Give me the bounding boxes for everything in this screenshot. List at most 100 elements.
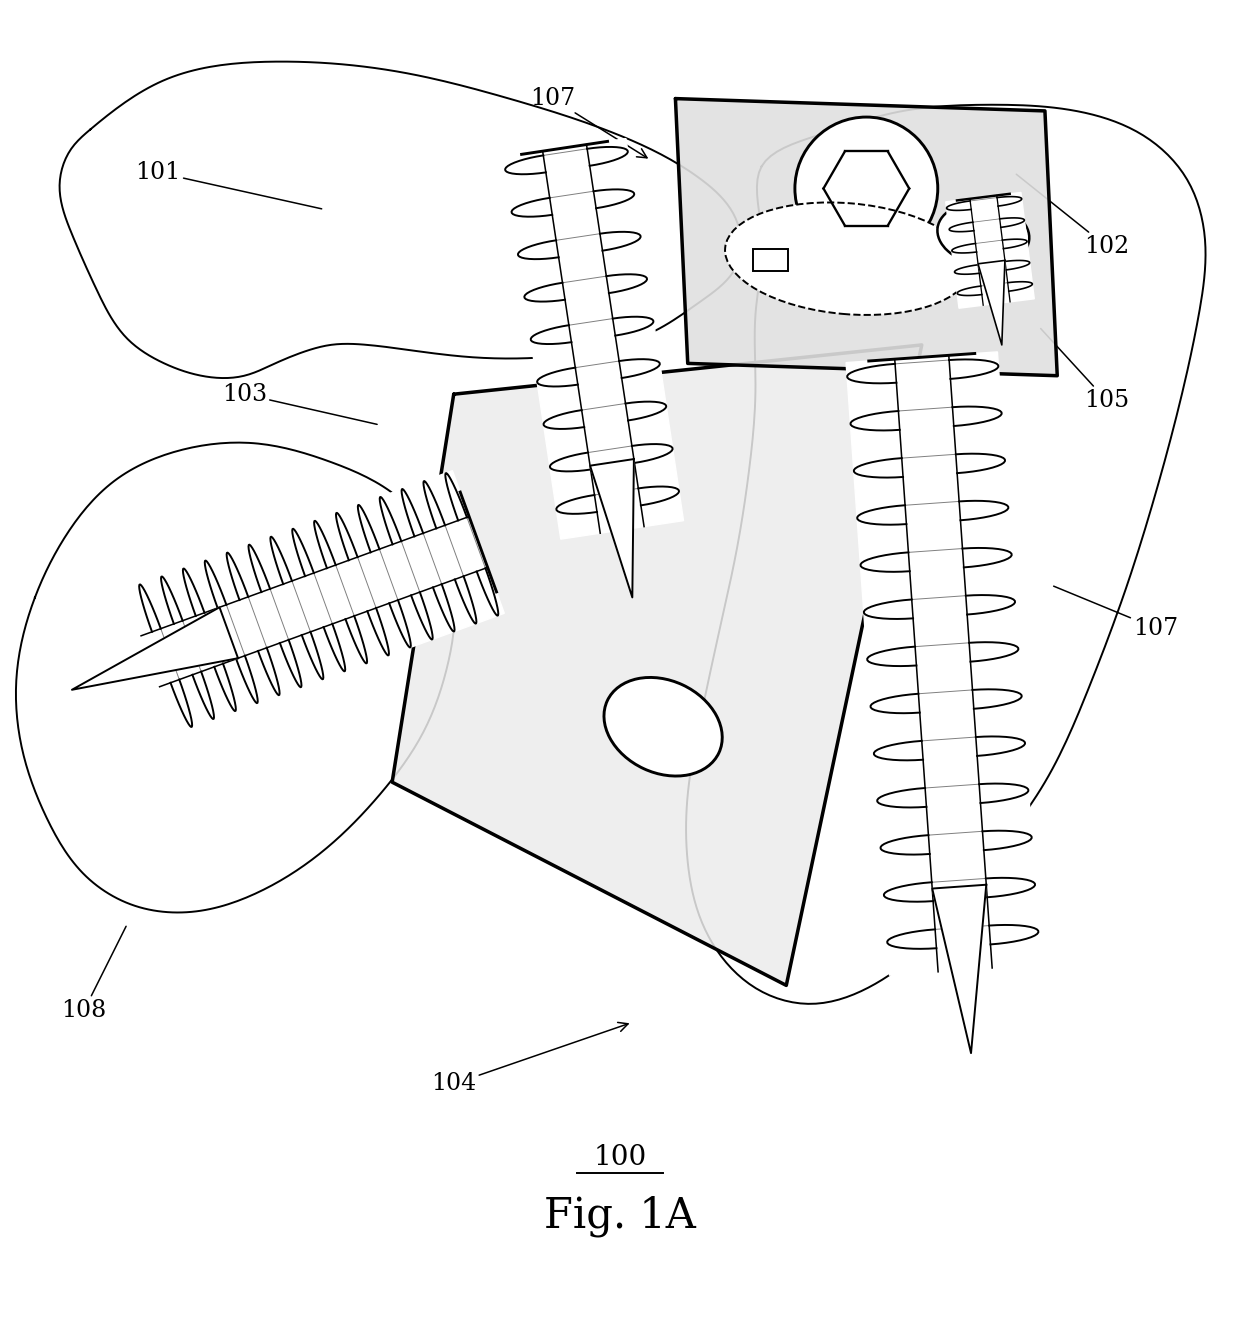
- Polygon shape: [1006, 261, 1029, 270]
- Polygon shape: [619, 360, 660, 378]
- Polygon shape: [433, 584, 455, 631]
- Polygon shape: [949, 223, 973, 232]
- Polygon shape: [445, 473, 467, 521]
- Polygon shape: [946, 200, 971, 211]
- Polygon shape: [625, 402, 666, 420]
- Polygon shape: [543, 410, 584, 428]
- Polygon shape: [1008, 282, 1033, 291]
- Polygon shape: [970, 642, 1018, 662]
- Polygon shape: [215, 664, 236, 712]
- Polygon shape: [1002, 239, 1027, 249]
- Text: 108: 108: [62, 927, 126, 1021]
- Polygon shape: [590, 459, 634, 597]
- Polygon shape: [476, 568, 498, 616]
- Polygon shape: [861, 552, 910, 572]
- Circle shape: [795, 117, 937, 260]
- Polygon shape: [946, 192, 1034, 308]
- Polygon shape: [867, 647, 916, 666]
- Polygon shape: [847, 364, 897, 384]
- Polygon shape: [412, 592, 433, 639]
- Polygon shape: [880, 836, 930, 854]
- Polygon shape: [336, 513, 357, 560]
- Polygon shape: [280, 639, 301, 687]
- Text: 103: 103: [222, 382, 377, 424]
- Polygon shape: [632, 444, 672, 463]
- Polygon shape: [248, 544, 270, 592]
- Polygon shape: [980, 784, 1028, 803]
- Polygon shape: [978, 261, 1004, 345]
- Polygon shape: [505, 156, 546, 174]
- Polygon shape: [600, 232, 641, 250]
- Polygon shape: [982, 830, 1032, 850]
- Polygon shape: [402, 489, 423, 536]
- Polygon shape: [874, 741, 923, 760]
- FancyBboxPatch shape: [753, 249, 787, 272]
- Polygon shape: [846, 352, 1040, 975]
- Text: 102: 102: [1017, 174, 1130, 258]
- Polygon shape: [423, 481, 445, 529]
- Text: 107: 107: [1054, 587, 1178, 639]
- Polygon shape: [952, 406, 1002, 426]
- Polygon shape: [932, 884, 986, 1053]
- Polygon shape: [972, 689, 1022, 709]
- Polygon shape: [358, 505, 379, 552]
- Text: 104: 104: [432, 1023, 629, 1095]
- Polygon shape: [367, 608, 389, 655]
- Ellipse shape: [604, 677, 722, 776]
- Polygon shape: [990, 925, 1038, 945]
- Ellipse shape: [937, 203, 1029, 265]
- Text: 101: 101: [135, 161, 321, 208]
- Polygon shape: [686, 104, 1205, 1004]
- Polygon shape: [171, 680, 192, 728]
- Polygon shape: [161, 576, 182, 623]
- Polygon shape: [613, 316, 653, 336]
- Polygon shape: [258, 647, 279, 695]
- Polygon shape: [676, 99, 1058, 376]
- Text: 100: 100: [594, 1144, 646, 1172]
- Polygon shape: [124, 471, 505, 733]
- Polygon shape: [587, 146, 627, 166]
- Polygon shape: [139, 584, 161, 631]
- Polygon shape: [192, 672, 215, 720]
- Polygon shape: [455, 576, 476, 623]
- Polygon shape: [857, 505, 906, 525]
- Text: 105: 105: [1040, 328, 1130, 411]
- Polygon shape: [293, 529, 314, 576]
- Polygon shape: [986, 878, 1035, 898]
- Polygon shape: [959, 501, 1008, 521]
- Polygon shape: [392, 345, 921, 986]
- Polygon shape: [346, 616, 367, 663]
- Polygon shape: [851, 411, 900, 431]
- Polygon shape: [518, 240, 559, 260]
- Polygon shape: [962, 548, 1012, 567]
- Polygon shape: [955, 265, 980, 274]
- Polygon shape: [72, 608, 238, 689]
- Polygon shape: [557, 496, 596, 514]
- Polygon shape: [503, 138, 683, 539]
- Polygon shape: [956, 453, 1004, 473]
- Polygon shape: [952, 244, 977, 253]
- Polygon shape: [884, 882, 932, 902]
- Polygon shape: [966, 594, 1016, 614]
- Text: 107: 107: [529, 87, 647, 158]
- Polygon shape: [549, 452, 590, 472]
- Polygon shape: [999, 217, 1024, 228]
- Polygon shape: [314, 521, 336, 568]
- Polygon shape: [525, 283, 565, 302]
- Ellipse shape: [725, 203, 971, 315]
- Polygon shape: [205, 560, 227, 608]
- Polygon shape: [531, 326, 572, 344]
- Polygon shape: [949, 360, 998, 378]
- Polygon shape: [606, 274, 647, 293]
- Polygon shape: [60, 62, 742, 378]
- Polygon shape: [594, 190, 634, 208]
- Polygon shape: [324, 623, 345, 671]
- Polygon shape: [877, 788, 926, 808]
- Polygon shape: [182, 568, 205, 616]
- Polygon shape: [16, 443, 455, 912]
- Polygon shape: [957, 286, 982, 295]
- Polygon shape: [537, 368, 578, 386]
- Polygon shape: [976, 737, 1025, 757]
- Polygon shape: [870, 693, 920, 713]
- Polygon shape: [301, 631, 324, 679]
